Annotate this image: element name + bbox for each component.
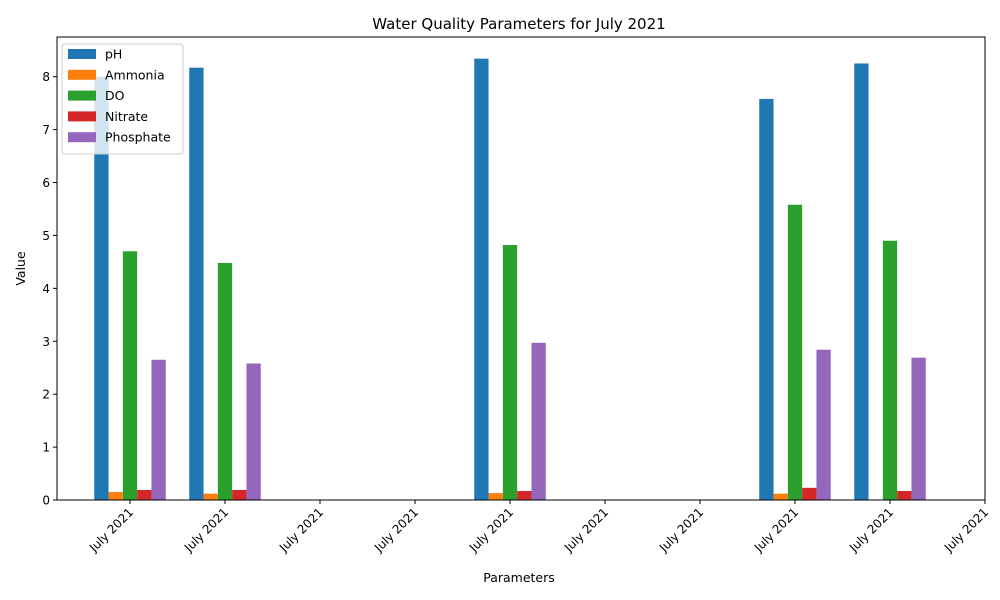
bar-ph-8 (854, 63, 869, 501)
bar-ph-4 (474, 58, 489, 500)
y-tick-label: 6 (42, 176, 50, 190)
bar-nitrate-4 (517, 491, 532, 500)
bar-nitrate-0 (137, 489, 152, 500)
y-tick-label: 1 (42, 441, 50, 455)
x-axis-label: Parameters (483, 570, 555, 585)
y-tick-label: 7 (42, 123, 50, 137)
bar-phosphate-7 (816, 349, 831, 500)
legend-label-do: DO (105, 88, 125, 103)
x-tick-label: July 2021 (751, 505, 801, 555)
x-tick-label: July 2021 (941, 505, 991, 555)
x-tick-label: July 2021 (86, 505, 136, 555)
bar-do-1 (217, 262, 233, 500)
bar-phosphate-0 (151, 359, 166, 500)
legend-label-ammonia: Ammonia (105, 67, 165, 82)
bar-ammonia-4 (488, 493, 503, 500)
x-tick-label: July 2021 (276, 505, 326, 555)
legend-label-phosphate: Phosphate (105, 130, 171, 145)
bar-do-0 (122, 251, 138, 500)
bar-ph-1 (189, 67, 204, 500)
y-tick-label: 4 (42, 282, 50, 296)
x-tick-label: July 2021 (181, 505, 231, 555)
bar-ammonia-1 (203, 493, 218, 500)
y-tick-label: 5 (42, 229, 50, 243)
legend: pH Ammonia DO Nitrate Phosphate (61, 43, 184, 155)
bar-nitrate-1 (232, 489, 247, 500)
bar-ph-0 (94, 76, 109, 500)
y-tick-label: 0 (42, 494, 50, 508)
x-tick-label: July 2021 (561, 505, 611, 555)
bar-phosphate-1 (246, 363, 261, 500)
bar-ph-7 (759, 98, 774, 500)
legend-swatch-ph (68, 49, 96, 59)
legend-swatch-do (68, 90, 96, 101)
bar-ammonia-0 (108, 492, 123, 500)
y-tick-label: 8 (42, 70, 50, 84)
x-tick-label: July 2021 (371, 505, 421, 555)
bar-do-8 (882, 240, 898, 500)
bar-do-4 (502, 244, 518, 500)
x-tick-label: July 2021 (846, 505, 896, 555)
chart-title: Water Quality Parameters for July 2021 (372, 15, 665, 33)
y-tick-label: 2 (42, 388, 50, 402)
legend-label-nitrate: Nitrate (105, 109, 148, 124)
bar-phosphate-4 (531, 342, 546, 500)
y-tick-label: 3 (42, 335, 50, 349)
bar-phosphate-8 (911, 357, 926, 500)
legend-swatch-nitrate (68, 111, 96, 122)
bar-ammonia-7 (773, 493, 788, 500)
legend-label-ph: pH (105, 47, 122, 62)
plot-frame (56, 36, 986, 501)
bar-nitrate-8 (897, 491, 912, 500)
bar-do-7 (787, 204, 803, 501)
x-tick-label: July 2021 (656, 505, 706, 555)
y-axis-label: Value (13, 251, 28, 286)
legend-swatch-phosphate (68, 132, 96, 143)
plot-area: 0 1 2 3 4 5 6 7 8 July 2021 July 2021 July 2021 July… (42, 58, 991, 555)
x-tick-label: July 2021 (466, 505, 516, 555)
legend-swatch-ammonia (68, 69, 96, 80)
bar-nitrate-7 (802, 487, 817, 500)
